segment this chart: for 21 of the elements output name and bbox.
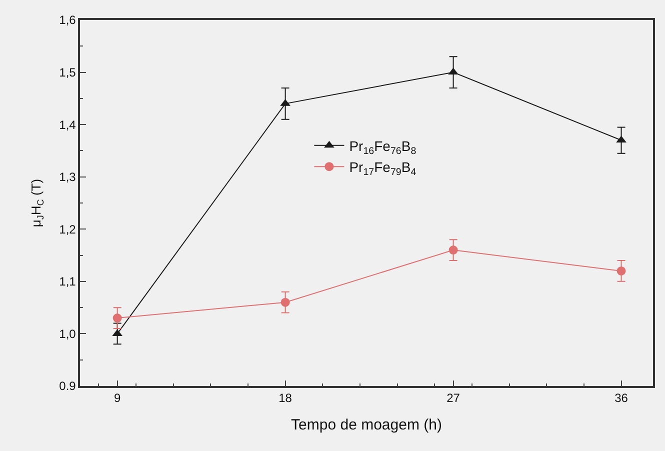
x-tick-label: 27 bbox=[446, 391, 460, 406]
legend-label: Pr$_{17}$Fe$_{79}$B$_{4}$ bbox=[349, 159, 417, 178]
x-tick-label: 18 bbox=[278, 391, 292, 406]
point bbox=[280, 298, 290, 307]
point bbox=[616, 136, 626, 143]
y-tick-label: 1,6 bbox=[59, 13, 76, 28]
x-axis-title: Tempo de moagem (h) bbox=[291, 416, 442, 434]
point bbox=[112, 314, 122, 323]
point bbox=[448, 68, 458, 75]
y-tick-label: 1,1 bbox=[59, 274, 76, 289]
y-tick-label: 1,4 bbox=[59, 118, 76, 132]
y-tick-label: 1,3 bbox=[59, 170, 76, 184]
y-tick-label: 1,5 bbox=[59, 65, 76, 80]
legend-label: Pr$_{16}$Fe$_{76}$B$_{8}$ bbox=[349, 138, 417, 157]
x-tick-label: 9 bbox=[114, 391, 121, 406]
point bbox=[448, 246, 458, 255]
y-tick-label: 1,2 bbox=[59, 222, 76, 236]
y-tick-label: 1,0 bbox=[59, 326, 76, 341]
y-tick-label: 0.9 bbox=[59, 379, 76, 394]
x-tick-label: 36 bbox=[614, 391, 628, 406]
point bbox=[616, 266, 626, 276]
